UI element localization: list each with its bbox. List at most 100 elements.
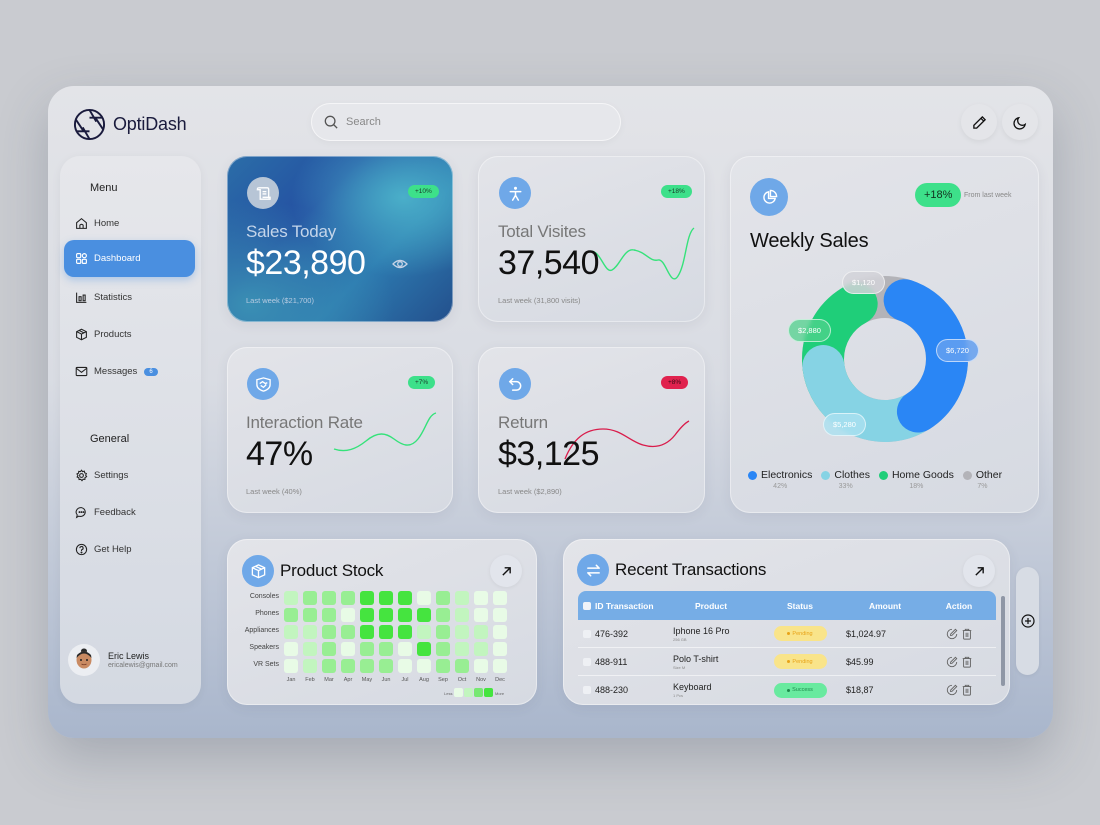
heatmap-cell[interactable] — [455, 608, 469, 622]
heatmap-cell[interactable] — [436, 591, 450, 605]
edit-button[interactable] — [961, 104, 997, 140]
heatmap-cell[interactable] — [493, 642, 507, 656]
heatmap-cell[interactable] — [341, 608, 355, 622]
heatmap-cell[interactable] — [474, 591, 488, 605]
column-header-id[interactable]: ID Transaction — [595, 600, 654, 611]
table-row[interactable]: 476-392 Iphone 16 Pro 256 GB Pending $1,0… — [578, 620, 996, 648]
heatmap-cell[interactable] — [360, 642, 374, 656]
column-header-amount[interactable]: Amount — [868, 600, 902, 611]
sidebar-item-get-help[interactable]: Get Help — [64, 531, 195, 568]
edit-icon[interactable] — [946, 628, 958, 640]
return-card[interactable]: +8% Return $3,125 Last week ($2,890) — [478, 347, 705, 513]
table-scrollbar[interactable] — [1001, 596, 1005, 686]
heatmap-cell[interactable] — [474, 625, 488, 639]
heatmap-cell[interactable] — [417, 625, 431, 639]
heatmap-cell[interactable] — [360, 659, 374, 673]
heatmap-cell[interactable] — [436, 642, 450, 656]
heatmap-cell[interactable] — [341, 642, 355, 656]
heatmap-cell[interactable] — [284, 625, 298, 639]
heatmap-cell[interactable] — [379, 659, 393, 673]
heatmap-cell[interactable] — [455, 659, 469, 673]
heatmap-cell[interactable] — [455, 625, 469, 639]
add-widget-button[interactable] — [1016, 567, 1039, 675]
heatmap-cell[interactable] — [417, 591, 431, 605]
sidebar-item-home[interactable]: Home — [64, 205, 195, 242]
heatmap-cell[interactable] — [379, 591, 393, 605]
heatmap-cell[interactable] — [303, 591, 317, 605]
expand-button[interactable] — [963, 555, 995, 587]
table-row[interactable]: 488-911 Polo T-shirt Size M Pending $45.9… — [578, 648, 996, 676]
heatmap-cell[interactable] — [417, 659, 431, 673]
heatmap-cell[interactable] — [341, 659, 355, 673]
heatmap-cell[interactable] — [474, 642, 488, 656]
heatmap-cell[interactable] — [322, 591, 336, 605]
heatmap-cell[interactable] — [379, 608, 393, 622]
heatmap-cell[interactable] — [303, 642, 317, 656]
heatmap-cell[interactable] — [341, 625, 355, 639]
heatmap-cell[interactable] — [455, 591, 469, 605]
column-header-product[interactable]: Product — [694, 600, 728, 611]
heatmap-cell[interactable] — [379, 625, 393, 639]
heatmap-cell[interactable] — [474, 659, 488, 673]
heatmap-cell[interactable] — [398, 659, 412, 673]
edit-icon[interactable] — [946, 656, 958, 668]
heatmap-cell[interactable] — [284, 642, 298, 656]
heatmap-cell[interactable] — [398, 591, 412, 605]
table-row[interactable]: 488-230 Keyboard 1 Pcs Success $18,87 — [578, 676, 996, 704]
heatmap-cell[interactable] — [379, 642, 393, 656]
sales-today-card[interactable]: +10% Sales Today $23,890 Last week ($21,… — [227, 156, 453, 322]
eye-icon[interactable] — [392, 257, 408, 271]
heatmap-cell[interactable] — [322, 608, 336, 622]
search-bar[interactable] — [311, 103, 621, 141]
heatmap-cell[interactable] — [436, 625, 450, 639]
heatmap-cell[interactable] — [493, 591, 507, 605]
sidebar-item-feedback[interactable]: Feedback — [64, 494, 195, 531]
heatmap-cell[interactable] — [284, 608, 298, 622]
heatmap-cell[interactable] — [417, 642, 431, 656]
dark-mode-button[interactable] — [1002, 104, 1038, 140]
trash-icon[interactable] — [961, 684, 973, 696]
edit-icon[interactable] — [946, 684, 958, 696]
total-visits-card[interactable]: +18% Total Visites 37,540 Last week (31,… — [478, 156, 705, 322]
heatmap-cell[interactable] — [417, 608, 431, 622]
heatmap-cell[interactable] — [322, 625, 336, 639]
sidebar-item-settings[interactable]: Settings — [64, 457, 195, 494]
heatmap-cell[interactable] — [322, 642, 336, 656]
row-checkbox[interactable] — [583, 686, 591, 694]
heatmap-cell[interactable] — [303, 625, 317, 639]
heatmap-cell[interactable] — [455, 642, 469, 656]
heatmap-cell[interactable] — [322, 659, 336, 673]
heatmap-cell[interactable] — [493, 608, 507, 622]
column-header-status[interactable]: Status — [787, 600, 813, 611]
heatmap-cell[interactable] — [341, 591, 355, 605]
heatmap-cell[interactable] — [398, 608, 412, 622]
heatmap-cell[interactable] — [360, 625, 374, 639]
select-all-checkbox[interactable] — [583, 601, 591, 610]
heatmap-cell[interactable] — [284, 591, 298, 605]
heatmap-cell[interactable] — [284, 659, 298, 673]
heatmap-cell[interactable] — [398, 642, 412, 656]
sidebar-item-products[interactable]: Products — [64, 316, 195, 353]
heatmap-cell[interactable] — [360, 591, 374, 605]
sidebar-item-messages[interactable]: Messages 6 — [64, 353, 195, 390]
heatmap-cell[interactable] — [303, 608, 317, 622]
sidebar-item-statistics[interactable]: Statistics — [64, 279, 195, 316]
search-input[interactable] — [346, 116, 586, 128]
heatmap-cell[interactable] — [303, 659, 317, 673]
sidebar-item-dashboard[interactable]: Dashboard — [64, 240, 195, 277]
heatmap-cell[interactable] — [436, 608, 450, 622]
row-checkbox[interactable] — [583, 629, 591, 638]
logo[interactable]: OptiDash — [73, 108, 187, 141]
heatmap-cell[interactable] — [493, 659, 507, 673]
heatmap-cell[interactable] — [493, 625, 507, 639]
heatmap-cell[interactable] — [398, 625, 412, 639]
heatmap-cell[interactable] — [360, 608, 374, 622]
trash-icon[interactable] — [961, 656, 973, 668]
heatmap-cell[interactable] — [436, 659, 450, 673]
user-profile[interactable]: Eric Lewis ericalewis@gmail.com — [68, 644, 178, 676]
expand-button[interactable] — [490, 555, 522, 587]
interaction-rate-card[interactable]: +7% Interaction Rate 47% Last week (40%) — [227, 347, 453, 513]
trash-icon[interactable] — [961, 628, 973, 640]
row-checkbox[interactable] — [583, 657, 591, 666]
heatmap-cell[interactable] — [474, 608, 488, 622]
